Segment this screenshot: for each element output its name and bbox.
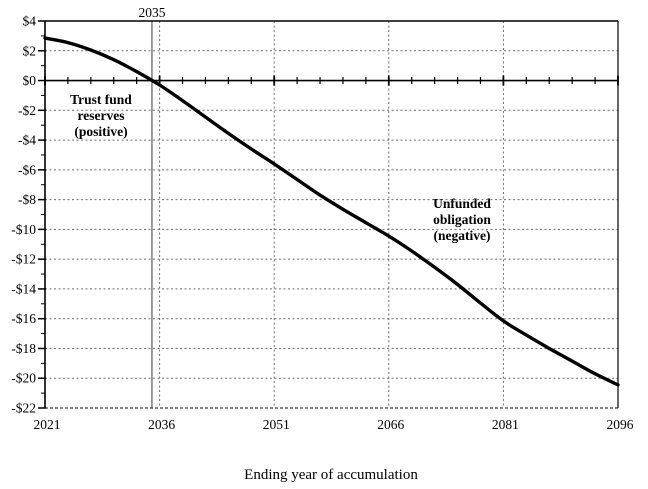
grid-layer — [45, 21, 618, 409]
annotation-trust-fund-line-2: reserves — [78, 108, 125, 123]
y-tick-label: -$6 — [18, 162, 36, 177]
tick-label-layer: $4 $2 $0 -$2 -$4 -$6 -$8 -$10 -$12 -$14 -$16 -$18 -$… — [11, 14, 634, 433]
axis-layer — [38, 20, 619, 409]
x-tick-label: 2036 — [148, 417, 175, 432]
x-tick-label: 2096 — [607, 417, 634, 432]
y-tick-label: -$2 — [18, 103, 36, 118]
annotation-unfunded-line-3: (negative) — [434, 228, 491, 243]
y-tick-label: $0 — [23, 73, 37, 88]
y-tick-label: -$22 — [11, 401, 36, 416]
y-tick-label: -$12 — [11, 252, 36, 267]
y-tick-label: -$4 — [18, 133, 36, 148]
y-tick-label: -$20 — [11, 371, 36, 386]
y-tick-label: -$16 — [11, 311, 36, 326]
annotation-unfunded-obligation: Unfunded obligation (negative) — [433, 196, 491, 243]
series-layer — [43, 36, 620, 387]
y-tick-label: -$10 — [11, 222, 36, 237]
y-tick-label: $2 — [23, 43, 37, 58]
annotation-trust-fund: Trust fund reserves (positive) — [70, 92, 132, 139]
y-tick-label: -$14 — [11, 281, 36, 296]
annotation-unfunded-line-2: obligation — [433, 212, 491, 227]
annotation-trust-fund-line-1: Trust fund — [70, 92, 132, 107]
reference-year-label: 2035 — [139, 5, 166, 20]
x-tick-label: 2021 — [34, 417, 61, 432]
y-tick-label: -$18 — [11, 341, 36, 356]
x-tick-label: 2066 — [377, 417, 404, 432]
x-axis-title: Ending year of accumulation — [244, 467, 418, 483]
annotation-trust-fund-line-3: (positive) — [74, 124, 127, 139]
y-tick-label: -$8 — [18, 192, 36, 207]
trend-line — [43, 36, 620, 387]
x-tick-label: 2081 — [492, 417, 519, 432]
annotation-unfunded-line-1: Unfunded — [433, 196, 491, 211]
x-tick-label: 2051 — [263, 417, 290, 432]
y-tick-label: $4 — [23, 14, 37, 29]
